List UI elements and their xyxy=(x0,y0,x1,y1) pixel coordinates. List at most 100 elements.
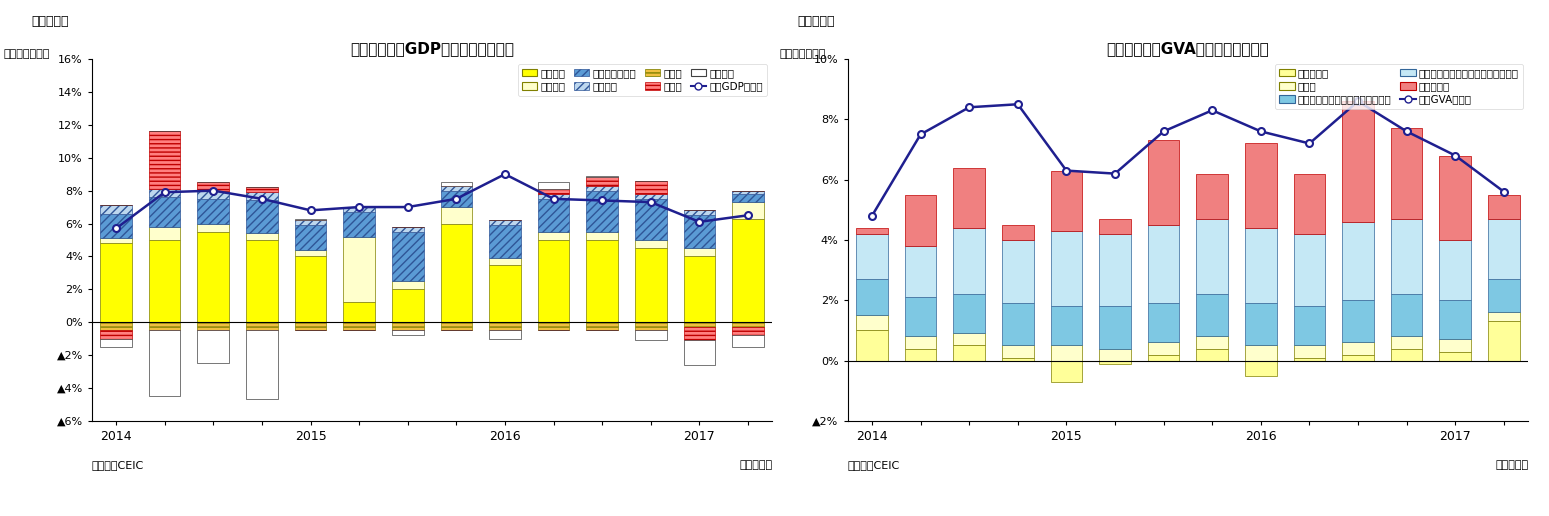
Bar xyxy=(197,190,229,199)
Bar xyxy=(1439,340,1472,351)
Bar xyxy=(857,234,888,279)
Bar xyxy=(1245,361,1276,376)
Bar xyxy=(857,315,888,330)
Bar xyxy=(857,330,888,361)
Bar xyxy=(683,248,716,256)
Bar xyxy=(635,199,666,240)
Text: （四半期）: （四半期） xyxy=(739,460,773,470)
Bar xyxy=(344,302,375,322)
Bar xyxy=(1439,240,1472,300)
Bar xyxy=(857,279,888,315)
Bar xyxy=(905,246,937,297)
Bar xyxy=(246,322,277,330)
Bar xyxy=(538,199,570,232)
Bar xyxy=(392,330,423,335)
Bar xyxy=(1002,225,1033,240)
Bar xyxy=(683,327,716,340)
Bar xyxy=(246,240,277,322)
Title: インドの実質GVA成長率（産業別）: インドの実質GVA成長率（産業別） xyxy=(1106,41,1269,56)
Bar xyxy=(635,322,666,330)
Bar xyxy=(344,237,375,302)
Bar xyxy=(440,186,472,190)
Bar xyxy=(1293,173,1326,234)
Bar xyxy=(1100,348,1131,361)
Bar xyxy=(1245,346,1276,361)
Bar xyxy=(440,190,472,207)
Bar xyxy=(733,335,764,347)
Bar xyxy=(1050,171,1083,231)
Bar xyxy=(1148,140,1179,225)
Bar xyxy=(905,297,937,336)
Bar xyxy=(1196,294,1228,336)
Bar xyxy=(1391,219,1422,294)
Bar xyxy=(1100,234,1131,307)
Bar xyxy=(538,182,570,189)
Bar xyxy=(344,322,375,330)
Bar xyxy=(587,240,618,322)
Bar xyxy=(149,189,181,197)
Text: （前年同期比）: （前年同期比） xyxy=(779,49,826,59)
Bar xyxy=(1439,300,1472,340)
Bar xyxy=(149,330,181,396)
Bar xyxy=(1245,143,1276,228)
Bar xyxy=(733,202,764,219)
Bar xyxy=(1489,195,1520,219)
Text: （四半期）: （四半期） xyxy=(1495,460,1529,470)
Bar xyxy=(538,240,570,322)
Bar xyxy=(1050,346,1083,361)
Bar xyxy=(733,190,764,194)
Bar xyxy=(635,181,666,194)
Bar xyxy=(392,281,423,289)
Legend: 農林水産業, 鉱工業, 卸売・小売、ホテル、運輸・通信, 金融・不動産・ビジネス・サービス, 公共・防衛, 実質GVA成長率: 農林水産業, 鉱工業, 卸売・小売、ホテル、運輸・通信, 金融・不動産・ビジネス… xyxy=(1275,64,1523,109)
Bar xyxy=(392,227,423,232)
Bar xyxy=(1196,348,1228,361)
Bar xyxy=(1391,348,1422,361)
Bar xyxy=(1391,336,1422,348)
Bar xyxy=(733,322,764,327)
Bar xyxy=(246,187,277,192)
Bar xyxy=(294,322,327,330)
Bar xyxy=(1293,307,1326,346)
Bar xyxy=(905,195,937,246)
Bar xyxy=(294,219,327,220)
Bar xyxy=(1100,307,1131,348)
Bar xyxy=(440,223,472,322)
Bar xyxy=(1245,228,1276,303)
Bar xyxy=(1489,219,1520,279)
Bar xyxy=(489,322,520,330)
Text: （資料）CEIC: （資料）CEIC xyxy=(91,460,144,470)
Bar xyxy=(101,322,132,330)
Bar xyxy=(489,265,520,322)
Bar xyxy=(197,223,229,232)
Bar xyxy=(733,194,764,202)
Bar xyxy=(294,256,327,322)
Bar xyxy=(294,250,327,256)
Bar xyxy=(733,219,764,322)
Bar xyxy=(489,258,520,265)
Bar xyxy=(683,340,716,365)
Bar xyxy=(953,346,985,361)
Bar xyxy=(905,336,937,348)
Bar xyxy=(1293,358,1326,361)
Bar xyxy=(1050,307,1083,346)
Bar xyxy=(294,220,327,225)
Bar xyxy=(587,178,618,186)
Bar xyxy=(1293,346,1326,358)
Bar xyxy=(683,211,716,215)
Text: （前年同期比）: （前年同期比） xyxy=(3,49,50,59)
Bar xyxy=(953,294,985,333)
Bar xyxy=(1391,128,1422,219)
Bar xyxy=(1489,279,1520,312)
Bar xyxy=(197,199,229,223)
Bar xyxy=(1343,222,1374,300)
Bar xyxy=(101,243,132,322)
Bar xyxy=(101,338,132,347)
Bar xyxy=(489,220,520,225)
Bar xyxy=(294,225,327,250)
Bar xyxy=(538,232,570,240)
Bar xyxy=(857,228,888,234)
Text: （資料）CEIC: （資料）CEIC xyxy=(847,460,900,470)
Bar xyxy=(683,322,716,327)
Bar xyxy=(683,256,716,322)
Bar xyxy=(1050,231,1083,307)
